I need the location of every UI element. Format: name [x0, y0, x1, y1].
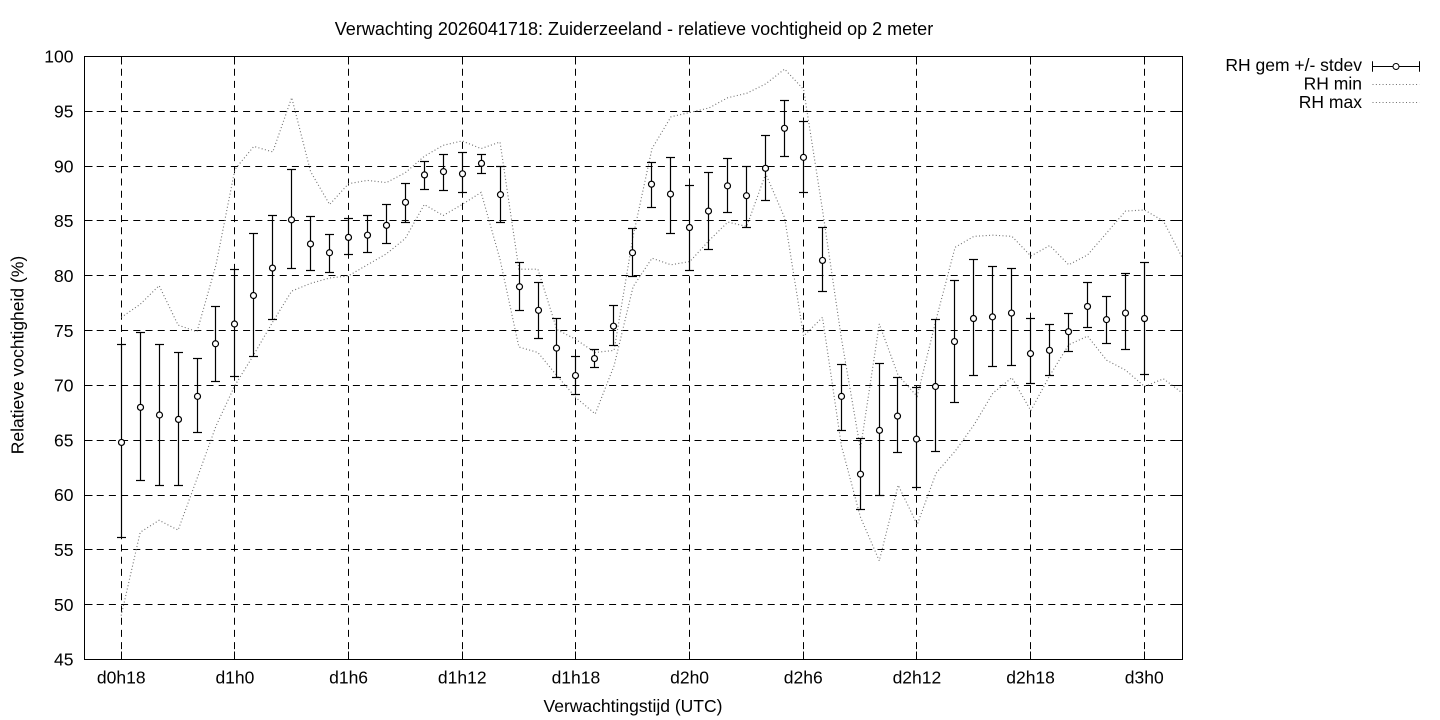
svg-text:d2h12: d2h12: [893, 668, 942, 688]
svg-text:Relatieve vochtigheid (%): Relatieve vochtigheid (%): [8, 256, 28, 454]
svg-text:70: 70: [54, 376, 74, 396]
svg-text:RH gem +/- stdev: RH gem +/- stdev: [1225, 55, 1362, 75]
svg-text:RH max: RH max: [1299, 92, 1362, 112]
svg-text:75: 75: [54, 321, 73, 341]
svg-text:d1h0: d1h0: [215, 668, 254, 688]
svg-text:d1h18: d1h18: [552, 668, 601, 688]
svg-text:80: 80: [54, 266, 74, 286]
svg-text:d1h6: d1h6: [329, 668, 368, 688]
svg-text:d2h18: d2h18: [1006, 668, 1055, 688]
svg-text:55: 55: [54, 540, 73, 560]
svg-text:95: 95: [54, 102, 73, 122]
svg-text:60: 60: [54, 485, 74, 505]
svg-text:85: 85: [54, 211, 73, 231]
svg-text:Verwachtingstijd (UTC): Verwachtingstijd (UTC): [544, 696, 723, 716]
svg-text:100: 100: [44, 47, 73, 67]
svg-text:45: 45: [54, 650, 73, 670]
svg-text:d1h12: d1h12: [438, 668, 487, 688]
svg-text:90: 90: [54, 156, 74, 176]
svg-text:d3h0: d3h0: [1125, 668, 1164, 688]
svg-text:d0h18: d0h18: [97, 668, 146, 688]
svg-text:50: 50: [54, 595, 74, 615]
svg-text:Verwachting 2026041718: Zuider: Verwachting 2026041718: Zuiderzeeland - …: [335, 19, 933, 39]
svg-text:65: 65: [54, 430, 73, 450]
svg-text:d2h6: d2h6: [784, 668, 823, 688]
svg-text:RH min: RH min: [1304, 74, 1362, 94]
svg-text:d2h0: d2h0: [670, 668, 709, 688]
